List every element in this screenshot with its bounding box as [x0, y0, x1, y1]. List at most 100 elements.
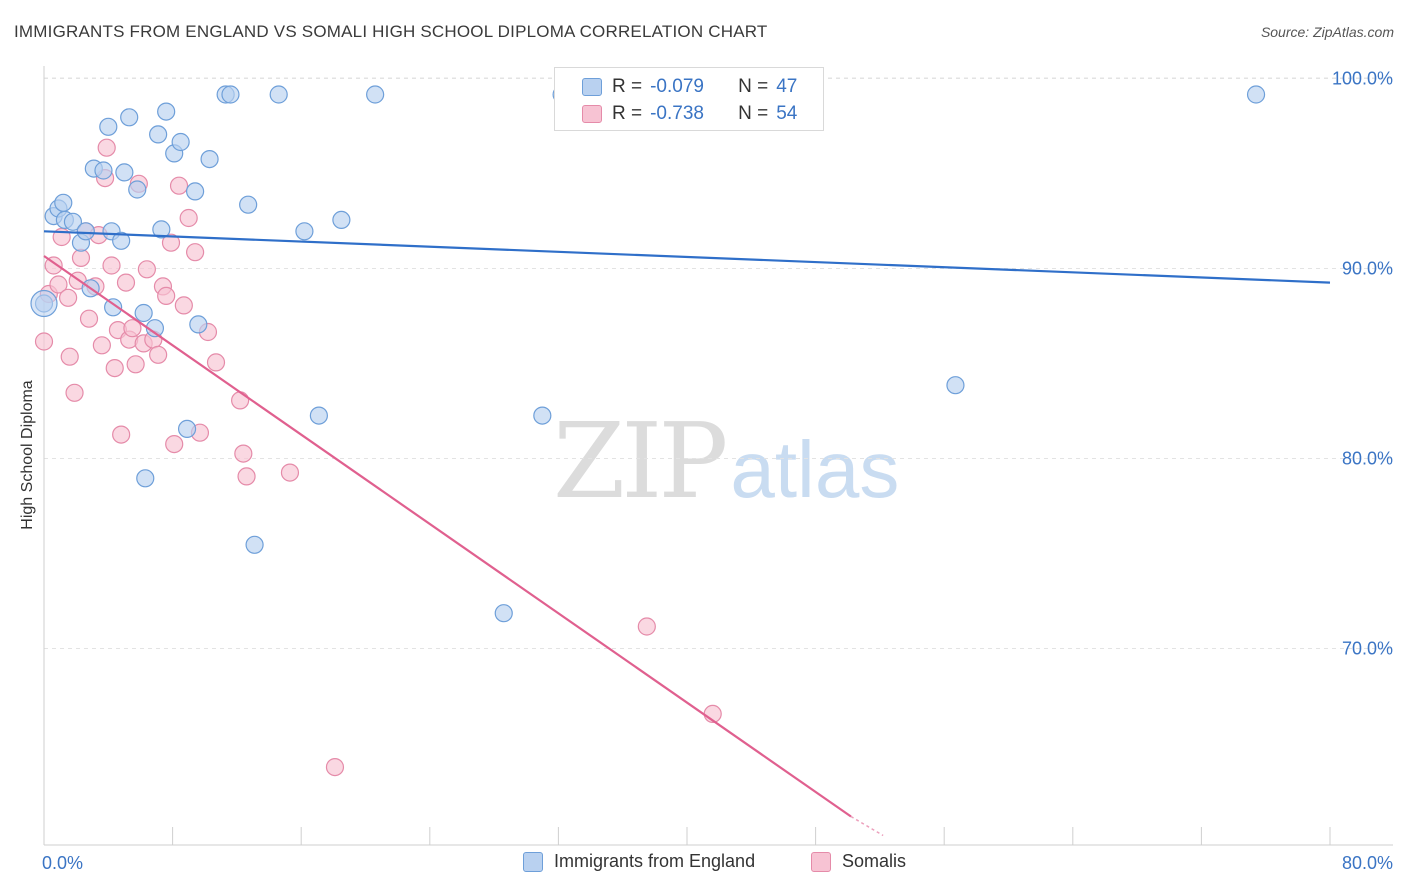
legend-item-england: Immigrants from England — [523, 851, 755, 872]
y-tick-label: 100.0% — [1332, 69, 1393, 89]
somalis-point — [234, 444, 253, 463]
source-label: Source: ZipAtlas.com — [1260, 24, 1394, 40]
england-point — [200, 150, 219, 169]
england-point — [99, 117, 118, 136]
somalis-point — [79, 309, 99, 328]
y-tick-label: 90.0% — [1342, 259, 1393, 279]
legend-swatch-england — [523, 851, 543, 872]
somalis-point — [231, 391, 250, 410]
england-point — [63, 212, 83, 231]
y-tick-label: 70.0% — [1342, 639, 1393, 659]
england-point — [152, 220, 171, 239]
legend-swatch-england — [582, 78, 602, 96]
somalis-point — [157, 286, 176, 305]
somalis-point — [102, 256, 121, 275]
legend-label-somalis: Somalis — [842, 851, 907, 871]
england-point — [128, 180, 147, 199]
chart-title: IMMIGRANTS FROM ENGLAND VS SOMALI HIGH S… — [14, 22, 768, 41]
r-label: R = — [612, 76, 643, 97]
england-point — [221, 85, 240, 104]
legend-label-england: Immigrants from England — [554, 851, 756, 871]
england-point — [157, 102, 176, 121]
england-point — [186, 182, 205, 201]
somalis-trend-line — [43, 255, 852, 818]
r-value: -0.738 — [650, 103, 704, 124]
r-value: -0.079 — [650, 76, 704, 97]
england-point — [136, 469, 155, 488]
trend-lines — [43, 230, 1331, 837]
somalis-point — [165, 435, 184, 454]
somalis-point — [137, 260, 156, 279]
legend-swatch-somalis — [811, 851, 831, 872]
england-point — [94, 161, 113, 180]
n-label: N = — [738, 103, 769, 124]
england-point — [245, 535, 264, 554]
somalis-point — [149, 345, 168, 364]
england-point — [494, 604, 513, 623]
somalis-points — [34, 138, 722, 777]
y-tick-label: 80.0% — [1342, 449, 1393, 469]
england-point — [332, 210, 351, 229]
england-point — [309, 406, 328, 425]
somalis-point — [325, 757, 345, 777]
england-point — [76, 222, 95, 241]
somalis-point — [49, 275, 68, 294]
somalis-trend-extension — [850, 815, 884, 837]
england-point — [149, 125, 168, 144]
axes — [43, 66, 1393, 846]
somalis-point — [123, 319, 142, 338]
england-point — [366, 85, 385, 104]
somalis-point — [126, 355, 145, 374]
somalis-point — [637, 617, 656, 636]
england-point — [1246, 85, 1266, 104]
somalis-point — [59, 288, 78, 307]
somalis-point — [116, 273, 136, 292]
somalis-point — [105, 359, 124, 378]
legend-item-somalis: Somalis — [811, 851, 906, 872]
somalis-point — [60, 347, 79, 366]
england-point — [54, 193, 73, 212]
england-points — [30, 85, 1266, 623]
x-tick-label: 80.0% — [1342, 853, 1393, 873]
watermark-zip: ZIP — [553, 400, 728, 522]
correlation-legend: R = -0.079 N = 47 R = -0.738 N = 54 — [554, 67, 824, 131]
somalis-point — [44, 256, 63, 275]
england-point — [189, 315, 208, 334]
somalis-point — [112, 425, 131, 444]
england-point — [533, 406, 552, 425]
series-legend: Immigrants from England Somalis — [0, 851, 1406, 877]
somalis-point — [280, 463, 300, 482]
somalis-point — [34, 332, 54, 351]
n-value: 47 — [776, 76, 798, 97]
tick-labels: 70.0% 80.0% 90.0% 100.0% 0.0% 80.0% — [42, 69, 1393, 874]
watermark-atlas: atlas — [730, 425, 900, 514]
n-value: 54 — [776, 103, 798, 124]
somalis-point — [71, 248, 91, 267]
england-point — [239, 195, 258, 214]
watermark: ZIPatlas — [553, 400, 899, 522]
england-point — [115, 163, 134, 182]
somalis-point — [161, 233, 181, 252]
legend-row-somalis: R = -0.738 N = 54 — [555, 101, 797, 127]
legend-row-england: R = -0.079 N = 47 — [555, 74, 797, 100]
somalis-point — [169, 176, 189, 195]
somalis-point — [237, 467, 256, 486]
england-point — [134, 303, 153, 323]
england-point — [171, 132, 190, 152]
england-point — [112, 231, 131, 250]
england-point — [269, 85, 288, 104]
somalis-point — [174, 296, 193, 315]
grid-lines — [44, 77, 1393, 649]
somalis-point — [65, 383, 84, 402]
england-point — [295, 222, 314, 241]
somalis-point — [206, 353, 226, 372]
n-label: N = — [738, 76, 769, 97]
somalis-point — [92, 336, 111, 355]
england-point — [30, 289, 58, 318]
england-point — [177, 419, 197, 438]
x-tick-label: 0.0% — [42, 853, 83, 873]
legend-swatch-somalis — [582, 105, 602, 123]
england-trend-line — [43, 230, 1331, 284]
somalis-point — [186, 243, 205, 262]
